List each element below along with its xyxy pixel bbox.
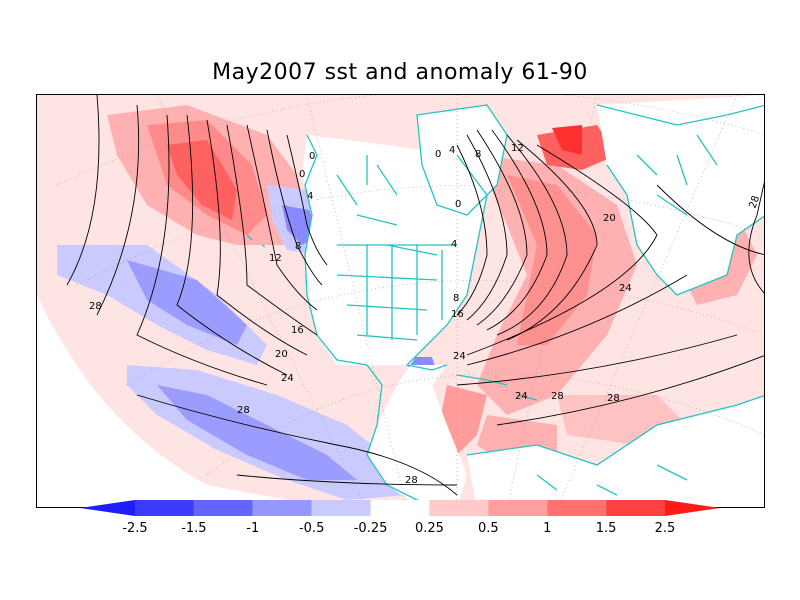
contour-label: 16	[291, 325, 304, 336]
europe-africa-land	[597, 95, 764, 295]
colorbar-label: -2.5	[122, 521, 147, 536]
colorbar-label: -1.5	[181, 521, 206, 536]
contour-label: 8	[295, 241, 301, 252]
contour-label: 24	[453, 351, 466, 362]
colorbar-cell	[370, 500, 430, 516]
colorbar-arrow-left	[80, 500, 135, 516]
colorbar-label: 0.25	[415, 521, 444, 536]
colorbar-cell	[429, 500, 489, 516]
anomaly-pos-barents	[552, 125, 582, 155]
contour-label: 4	[451, 239, 457, 250]
colorbar-cell	[547, 500, 607, 516]
sst-contours	[66, 95, 764, 496]
anomaly-pos-north-atlantic-core	[507, 175, 597, 345]
anomaly-pos-north-pacific-max	[167, 140, 237, 220]
contour-label: 24	[281, 373, 294, 384]
colorbar-cell	[193, 500, 253, 516]
contour-label: 8	[453, 293, 459, 304]
colorbar-labels: -2.5 -1.5 -1 -0.5 -0.25 0.25 0.5 1 1.5 2.5	[122, 521, 675, 536]
colorbar-label: 1.5	[596, 521, 617, 536]
contour-label: 28	[89, 301, 102, 312]
south-america-land	[467, 395, 764, 507]
colorbar-cells	[80, 500, 720, 516]
contour-label: 20	[603, 213, 616, 224]
colorbar-cell	[311, 500, 371, 516]
contour-label: 0	[299, 169, 305, 180]
contour-label: 4	[449, 145, 455, 156]
contour-label: 28	[607, 393, 620, 404]
contour-label: 20	[275, 349, 288, 360]
north-america-land	[302, 135, 487, 507]
sst-anomaly-map: 0 0 4 8 12 16 20 24 28 28 28 0 4 8 12 0 …	[37, 95, 764, 507]
greenland-land	[417, 105, 507, 215]
colorbar-label: -1	[246, 521, 259, 536]
colorbar-label: -0.5	[299, 521, 324, 536]
anomaly-neg-subtropic-core	[127, 260, 247, 345]
colorbar-cell	[252, 500, 312, 516]
contour-label: 12	[511, 143, 524, 154]
colorbar-label: 1	[543, 521, 551, 536]
contour-label: 28	[747, 194, 762, 210]
contour-label: 24	[515, 391, 528, 402]
colorbar-cell	[135, 500, 194, 516]
contour-label: 16	[451, 309, 464, 320]
colorbar-legend: -2.5 -1.5 -1 -0.5 -0.25 0.25 0.5 1 1.5 2.5	[80, 500, 720, 536]
contour-label: 4	[307, 191, 313, 202]
colorbar-arrow-right	[665, 500, 720, 516]
colorbar-cell	[606, 500, 665, 516]
contour-label: 0	[309, 151, 315, 162]
anomaly-neg-tropical-core	[157, 385, 357, 480]
contour-label: 0	[455, 199, 461, 210]
contour-label-group: 0 0 4 8 12 16 20 24 28 28 28 0 4 8 12 0 …	[89, 143, 762, 486]
graticule	[56, 95, 764, 507]
contour-label: 24	[619, 283, 632, 294]
contour-label: 8	[475, 149, 481, 160]
contour-label: 12	[269, 253, 282, 264]
coastlines	[246, 104, 764, 507]
colorbar-label: -0.25	[354, 521, 388, 536]
map-title: May2007 sst and anomaly 61-90	[212, 60, 588, 85]
colorbar-label: 0.5	[478, 521, 499, 536]
contour-label: 28	[237, 405, 250, 416]
colorbar-cell	[488, 500, 548, 516]
contour-label: 28	[551, 391, 564, 402]
colorbar-label: 2.5	[655, 521, 676, 536]
map-panel: 0 0 4 8 12 16 20 24 28 28 28 0 4 8 12 0 …	[36, 94, 765, 508]
contour-label: 0	[435, 149, 441, 160]
contour-label: 28	[405, 475, 418, 486]
